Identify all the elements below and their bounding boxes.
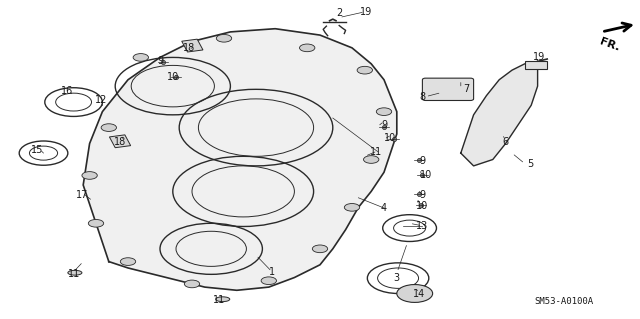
Circle shape — [88, 219, 104, 227]
Text: 10: 10 — [384, 133, 397, 143]
Text: 12: 12 — [95, 94, 108, 105]
Text: FR.: FR. — [598, 37, 621, 53]
Circle shape — [261, 277, 276, 285]
Text: 19: 19 — [360, 7, 372, 17]
Text: 8: 8 — [419, 92, 426, 102]
Text: 18: 18 — [114, 137, 127, 147]
Text: 10: 10 — [166, 71, 179, 82]
Bar — [109, 135, 131, 148]
Text: 2: 2 — [336, 8, 342, 19]
Circle shape — [344, 204, 360, 211]
Circle shape — [376, 108, 392, 115]
Text: 14: 14 — [413, 289, 426, 299]
Text: 17: 17 — [76, 189, 88, 200]
Text: 16: 16 — [61, 86, 74, 96]
Circle shape — [184, 280, 200, 288]
Text: 10: 10 — [419, 170, 432, 181]
Text: 9: 9 — [157, 56, 163, 66]
Text: 1: 1 — [269, 267, 275, 277]
Bar — [182, 39, 203, 52]
Text: 11: 11 — [370, 146, 383, 157]
Text: 11: 11 — [67, 269, 80, 279]
Text: 15: 15 — [31, 145, 44, 155]
Text: 10: 10 — [416, 201, 429, 211]
Text: 3: 3 — [394, 272, 400, 283]
Polygon shape — [83, 29, 397, 290]
Circle shape — [364, 156, 379, 163]
Circle shape — [397, 285, 433, 302]
Ellipse shape — [68, 271, 82, 275]
FancyBboxPatch shape — [422, 78, 474, 100]
Circle shape — [82, 172, 97, 179]
Circle shape — [133, 54, 148, 61]
Text: 4: 4 — [381, 203, 387, 213]
Text: 7: 7 — [463, 84, 469, 94]
Ellipse shape — [216, 297, 230, 302]
Circle shape — [357, 66, 372, 74]
Circle shape — [101, 124, 116, 131]
Text: 19: 19 — [532, 52, 545, 63]
Text: 11: 11 — [212, 295, 225, 306]
Circle shape — [312, 245, 328, 253]
Text: 9: 9 — [419, 190, 426, 200]
Circle shape — [216, 34, 232, 42]
Circle shape — [120, 258, 136, 265]
Text: 5: 5 — [527, 159, 533, 169]
Bar — [525, 61, 547, 69]
Text: 13: 13 — [416, 221, 429, 232]
Text: 9: 9 — [419, 156, 426, 166]
Text: SM53-A0100A: SM53-A0100A — [534, 297, 593, 306]
Circle shape — [300, 44, 315, 52]
Text: 9: 9 — [381, 120, 387, 130]
Polygon shape — [461, 64, 538, 166]
Text: 6: 6 — [502, 137, 509, 147]
Text: 18: 18 — [182, 43, 195, 54]
